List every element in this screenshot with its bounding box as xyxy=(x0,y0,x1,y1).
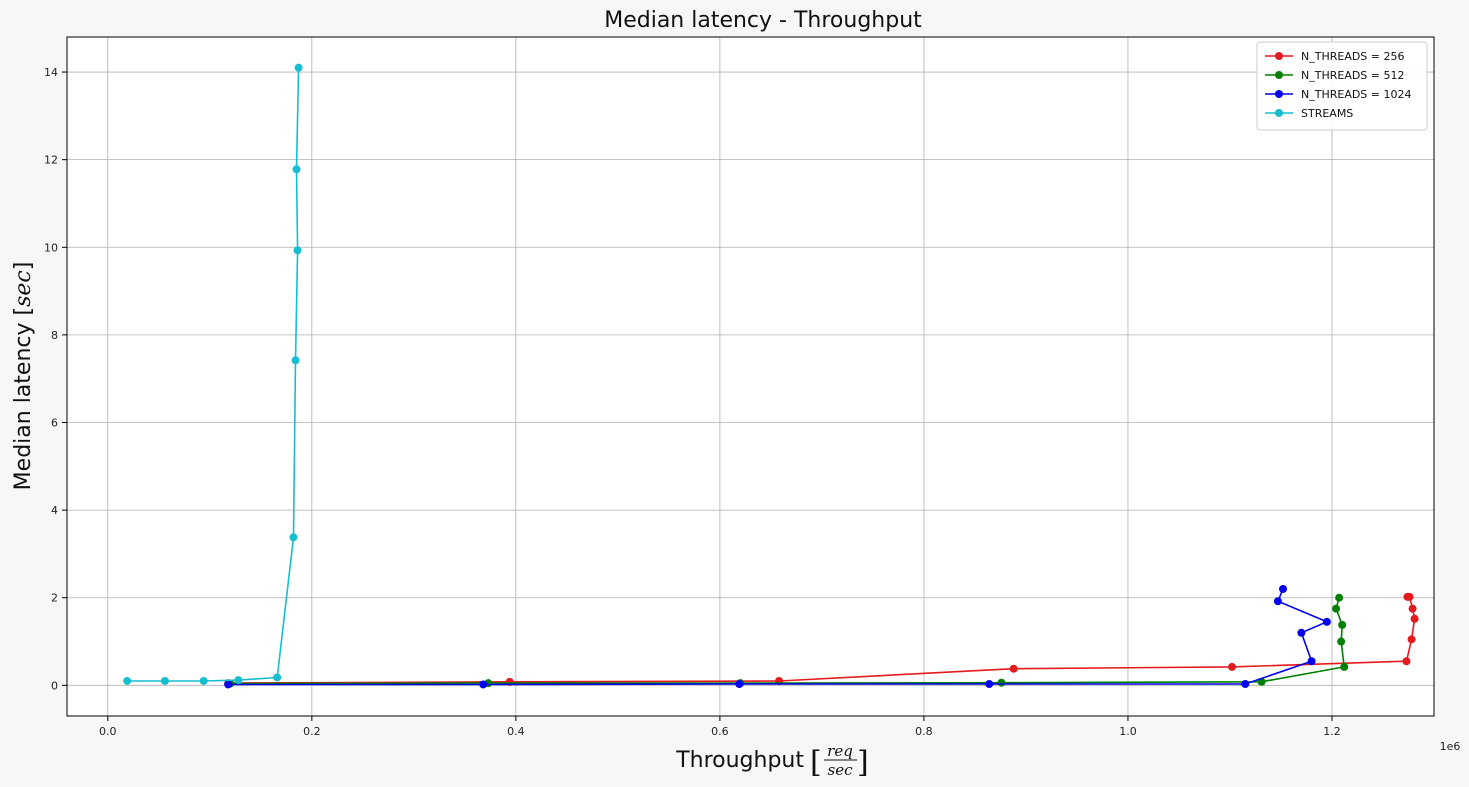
data-point xyxy=(289,533,298,542)
data-point xyxy=(160,676,169,685)
legend-label: STREAMS xyxy=(1301,107,1353,120)
data-point xyxy=(1279,584,1288,593)
y-tick-label: 0 xyxy=(51,679,58,692)
plot-frame xyxy=(66,36,1435,717)
data-point xyxy=(479,680,488,689)
data-point xyxy=(234,676,243,685)
y-axis-label-unit: sec xyxy=(11,270,36,307)
y-tick-label: 12 xyxy=(44,154,58,167)
series-2 xyxy=(224,584,1331,689)
legend-box xyxy=(1256,41,1428,131)
legend-swatch-marker xyxy=(1275,90,1283,98)
data-point xyxy=(1228,662,1237,671)
data-point xyxy=(1402,657,1411,666)
y-tick-label: 2 xyxy=(51,592,58,605)
y-tick-label: 10 xyxy=(44,241,58,254)
legend-label: N_THREADS = 256 xyxy=(1301,50,1405,63)
data-point xyxy=(199,676,208,685)
y-axis-label-composite: Median latency [sec] xyxy=(11,262,36,491)
y-tick-label: 4 xyxy=(51,504,58,517)
x-tick-label: 0.0 xyxy=(99,725,117,738)
data-point xyxy=(1335,593,1344,602)
data-point xyxy=(292,165,301,174)
data-point xyxy=(294,63,303,72)
data-point xyxy=(1408,604,1417,613)
data-point xyxy=(1407,635,1416,644)
x-axis-fraction-numerator: req xyxy=(827,742,853,760)
data-point xyxy=(291,356,300,365)
y-tick-label: 8 xyxy=(51,329,58,342)
y-tick-label: 6 xyxy=(51,416,58,429)
legend-item: N_THREADS = 1024 xyxy=(1265,88,1412,101)
x-axis-label-text: Throughput xyxy=(675,748,804,773)
x-offset-label: 1e6 xyxy=(1440,740,1461,753)
data-point xyxy=(1340,662,1349,671)
x-axis-fraction-denominator: sec xyxy=(828,761,854,779)
x-axis-label: Throughput [ req sec ] xyxy=(675,742,869,780)
x-tick-label: 0.2 xyxy=(303,725,321,738)
data-point xyxy=(1307,657,1316,666)
legend-item: STREAMS xyxy=(1265,107,1353,120)
data-point xyxy=(1410,614,1419,623)
series-layer xyxy=(123,63,1419,689)
x-tick-label: 1.2 xyxy=(1323,725,1341,738)
series-3 xyxy=(123,63,303,685)
data-point xyxy=(997,678,1006,687)
legend-item: N_THREADS = 512 xyxy=(1265,69,1405,82)
series-line xyxy=(230,597,1346,685)
data-point xyxy=(1297,628,1306,637)
data-point xyxy=(1273,597,1282,606)
data-point xyxy=(985,680,994,689)
x-tick-label: 1.0 xyxy=(1119,725,1137,738)
legend: N_THREADS = 256 N_THREADS = 512 N_THREADS … xyxy=(1256,41,1428,131)
data-point xyxy=(1332,604,1341,613)
legend-label: N_THREADS = 1024 xyxy=(1301,88,1412,101)
data-point xyxy=(273,673,282,682)
plot-area xyxy=(67,37,1434,716)
legend-swatch-marker xyxy=(1275,109,1283,117)
x-axis-bracket-left: [ xyxy=(810,745,822,780)
data-point xyxy=(1322,617,1331,626)
legend-swatch-marker xyxy=(1275,71,1283,79)
data-point xyxy=(1241,680,1250,689)
data-point xyxy=(1403,592,1412,601)
x-axis-bracket-right: ] xyxy=(857,745,869,780)
data-point xyxy=(735,680,744,689)
y-tick-label: 14 xyxy=(44,66,58,79)
legend-swatch-marker xyxy=(1275,52,1283,60)
data-point xyxy=(1338,620,1347,629)
data-point xyxy=(224,680,233,689)
legend-label: N_THREADS = 512 xyxy=(1301,69,1405,82)
ticks: 0.0 0.2 0.4 0.6 0.8 1.0 1.2 0 2 4 6 8 10 12 14 xyxy=(44,66,1341,738)
series-line xyxy=(127,67,300,682)
data-point xyxy=(1009,664,1018,673)
x-tick-label: 0.4 xyxy=(507,725,525,738)
legend-item: N_THREADS = 256 xyxy=(1265,50,1405,63)
y-axis-label: Median latency [sec] xyxy=(11,262,36,491)
data-point xyxy=(293,246,302,255)
chart-title: Median latency - Throughput xyxy=(604,8,922,33)
data-point xyxy=(1337,637,1346,646)
x-tick-label: 0.6 xyxy=(711,725,729,738)
series-line xyxy=(228,588,1329,686)
y-axis-label-text: Median latency xyxy=(11,322,36,490)
data-point xyxy=(123,676,132,685)
x-tick-label: 0.8 xyxy=(915,725,933,738)
